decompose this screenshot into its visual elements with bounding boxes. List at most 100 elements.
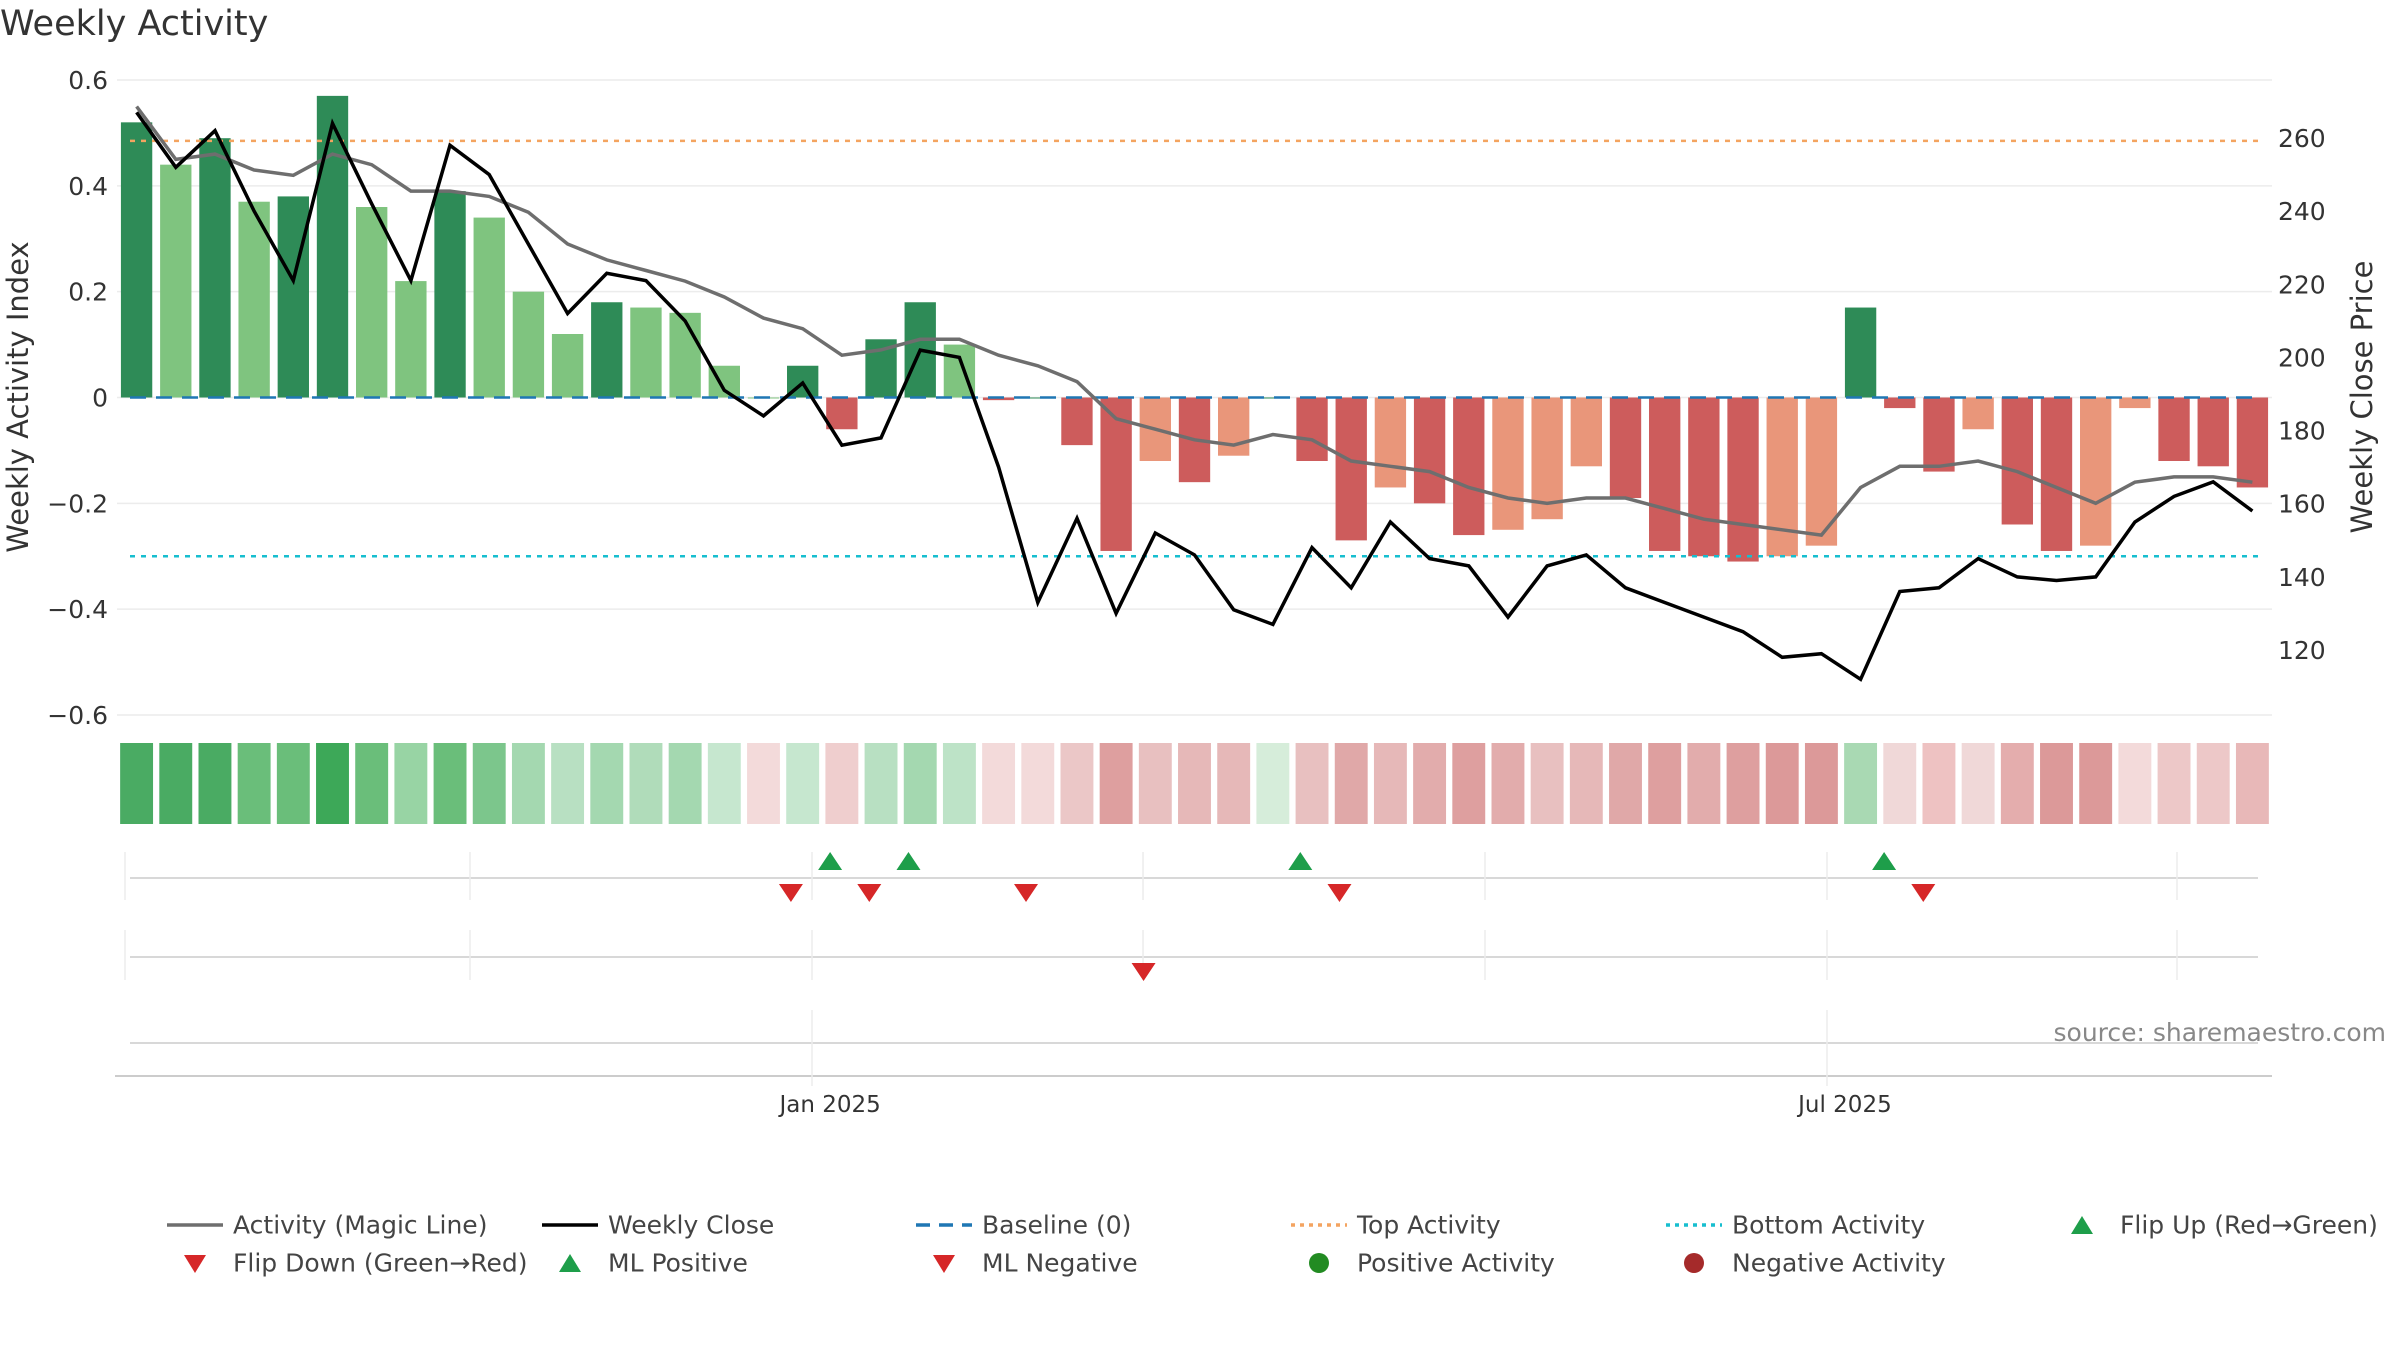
activity-bar bbox=[2040, 397, 2073, 551]
y-tick-left: 0.2 bbox=[68, 278, 108, 307]
activity-bar bbox=[1022, 397, 1054, 399]
activity-strip-cell bbox=[747, 743, 780, 824]
y-tick-right: 200 bbox=[2278, 343, 2326, 372]
activity-strip-cell bbox=[1883, 743, 1917, 824]
flip-down-marker bbox=[1911, 884, 1936, 902]
activity-bar bbox=[1218, 397, 1250, 456]
activity-strip-cell bbox=[707, 743, 741, 824]
activity-strip-cell bbox=[1687, 743, 1721, 824]
activity-strip-cell bbox=[903, 743, 937, 824]
activity-strip-cell bbox=[2079, 743, 2113, 824]
activity-strip-cell bbox=[590, 743, 624, 824]
activity-strip-cell bbox=[433, 743, 467, 824]
activity-bar bbox=[277, 196, 309, 398]
y-tick-right: 220 bbox=[2278, 270, 2326, 299]
activity-strip-cell bbox=[1373, 743, 1407, 824]
activity-strip-cell bbox=[1099, 743, 1133, 824]
activity-strip-cell bbox=[237, 743, 271, 824]
activity-strip-cell bbox=[1609, 743, 1642, 824]
x-tick-label: Jul 2025 bbox=[1796, 1092, 1892, 1118]
activity-strip-cell bbox=[120, 743, 154, 824]
chart-lines bbox=[130, 105, 2258, 682]
activity-bar bbox=[1374, 397, 1407, 488]
y-tick-left: −0.4 bbox=[47, 595, 108, 624]
activity-strip-cell bbox=[316, 743, 349, 824]
activity-strip-cell bbox=[1256, 743, 1290, 824]
activity-bar bbox=[1413, 397, 1446, 504]
activity-strip-cell bbox=[1334, 743, 1368, 824]
flip-up-marker bbox=[1872, 852, 1897, 870]
activity-strip-cell bbox=[1060, 743, 1094, 824]
flip-down-marker bbox=[778, 884, 803, 902]
activity-bar bbox=[1453, 397, 1485, 536]
activity-bar bbox=[1492, 397, 1524, 530]
y-tick-left: 0.4 bbox=[68, 172, 108, 201]
y-tick-right: 140 bbox=[2278, 563, 2326, 592]
activity-bar bbox=[1257, 397, 1289, 399]
y-tick-right: 240 bbox=[2278, 197, 2326, 226]
activity-bar bbox=[395, 281, 427, 398]
activity-strip-cell bbox=[1648, 743, 1682, 824]
activity-strip-cell bbox=[1530, 743, 1564, 824]
activity-strip-cell bbox=[825, 743, 859, 824]
y-axis-label-right: Weekly Close Price bbox=[2345, 261, 2379, 534]
activity-bar bbox=[238, 201, 270, 398]
activity-strip-cell bbox=[472, 743, 506, 824]
signal-markers bbox=[115, 852, 2272, 1086]
activity-bar bbox=[1923, 397, 1955, 472]
activity-strip-cell bbox=[1138, 743, 1172, 824]
axes: 0.6 0.4 0.2 0 −0.2 −0.4 −0.6 260 240 220 200 180 160… bbox=[1, 66, 2379, 1118]
activity-bar bbox=[356, 207, 388, 398]
x-tick-label: Jan 2025 bbox=[777, 1092, 880, 1118]
activity-bar bbox=[2158, 397, 2190, 461]
activity-strip-cell bbox=[1295, 743, 1329, 824]
y-tick-left: 0 bbox=[92, 384, 108, 413]
activity-strip-cell bbox=[1765, 743, 1799, 824]
activity-bar bbox=[2119, 397, 2151, 409]
activity-strip-cell bbox=[668, 743, 702, 824]
activity-bar bbox=[630, 307, 662, 398]
activity-bar bbox=[473, 217, 505, 398]
activity-bar bbox=[1844, 307, 1877, 398]
activity-bar bbox=[669, 312, 701, 398]
activity-bar bbox=[1335, 397, 1367, 541]
activity-strip-cell bbox=[2000, 743, 2034, 824]
activity-strip-cell bbox=[1569, 743, 1603, 824]
activity-strip-cell bbox=[942, 743, 976, 824]
activity-bar bbox=[512, 291, 545, 398]
activity-bar bbox=[2236, 397, 2269, 488]
activity-bar bbox=[1609, 397, 1642, 499]
activity-strip-cell bbox=[1452, 743, 1486, 824]
activity-strip-cell bbox=[159, 743, 193, 824]
y-tick-right: 180 bbox=[2278, 417, 2326, 446]
flip-up-marker bbox=[1288, 852, 1313, 870]
activity-strip-cell bbox=[1844, 743, 1878, 824]
activity-strip-cell bbox=[2118, 743, 2152, 824]
activity-strip bbox=[120, 743, 2269, 824]
activity-strip-cell bbox=[1491, 743, 1525, 824]
y-tick-right: 160 bbox=[2278, 490, 2326, 519]
y-tick-right: 120 bbox=[2278, 636, 2326, 665]
y-tick-left: −0.2 bbox=[47, 489, 108, 518]
activity-strip-cell bbox=[2040, 743, 2073, 824]
activity-strip-cell bbox=[355, 743, 389, 824]
activity-strip-cell bbox=[1217, 743, 1251, 824]
activity-bar bbox=[982, 397, 1015, 401]
activity-bar bbox=[2197, 397, 2229, 467]
activity-bar bbox=[199, 138, 231, 398]
activity-strip-cell bbox=[511, 743, 545, 824]
flip-up-marker bbox=[818, 852, 843, 870]
magic-line bbox=[135, 105, 2253, 537]
activity-bar bbox=[2080, 397, 2112, 546]
activity-strip-cell bbox=[982, 743, 1016, 824]
activity-strip-cell bbox=[786, 743, 820, 824]
activity-bar bbox=[1962, 397, 1994, 430]
y-tick-right: 260 bbox=[2278, 124, 2326, 153]
activity-bar bbox=[1296, 397, 1328, 461]
activity-bar bbox=[1061, 397, 1093, 446]
activity-bar bbox=[1884, 397, 1916, 409]
activity-bar bbox=[160, 164, 192, 398]
activity-bar bbox=[1570, 397, 1602, 467]
activity-strip-cell bbox=[276, 743, 310, 824]
